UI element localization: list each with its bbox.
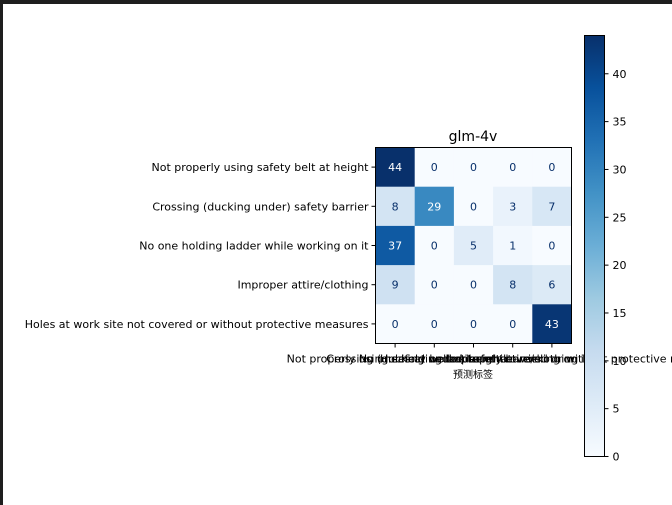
heatmap-cell — [414, 147, 455, 188]
chart-title: glm-4v — [449, 129, 498, 145]
colorbar-ticks: 0 5 10 15 20 25 30 35 40 — [604, 68, 627, 464]
heatmap-cell — [414, 304, 455, 344]
cell-value-label: 8 — [509, 279, 516, 292]
cell-value-label: 3 — [509, 200, 516, 213]
y-tick-labels: Not properly using safety belt at height… — [25, 161, 376, 331]
y-tick-label: Holes at work site not covered or withou… — [25, 318, 369, 331]
cell-value-label: 7 — [548, 200, 555, 213]
cell-value-label: 0 — [431, 318, 438, 331]
cell-value-label: 37 — [388, 240, 402, 253]
heatmap-cell — [453, 225, 494, 266]
colorbar-tick-label: 5 — [613, 403, 620, 416]
x-tick-label: Holes at work site not covered or withou… — [380, 353, 672, 366]
heatmap-cell — [532, 225, 572, 266]
cell-value-label: 0 — [470, 161, 477, 174]
cell-value-label: 8 — [392, 200, 399, 213]
heatmap-cell — [453, 147, 494, 188]
figure-window: glm-4v 44 0 0 0 0 8 29 0 3 7 37 0 5 1 0 9 0 0 8 6 0 0 0 0 43 Not… — [3, 4, 672, 505]
heatmap-cell — [453, 304, 494, 344]
colorbar-tick-label: 40 — [613, 68, 627, 81]
colorbar-tick-label: 20 — [613, 259, 627, 272]
cell-value-label: 6 — [548, 279, 555, 292]
cell-value-label: 0 — [548, 161, 555, 174]
x-tick-label: Not properly using safety belt at height — [287, 353, 505, 366]
heatmap-cell — [532, 265, 572, 305]
heatmap-cell — [375, 147, 416, 188]
heatmap-cell — [532, 186, 572, 227]
y-tick-label: Not properly using safety belt at height — [152, 161, 370, 174]
cell-value-label: 5 — [470, 240, 477, 253]
heatmap-cell — [375, 304, 416, 344]
heatmap-cell — [414, 225, 455, 266]
confusion-matrix-chart: glm-4v 44 0 0 0 08 29 0 3 737 0 5 1 09 0 0 8 60 0 0 0 43 Not… — [25, 35, 672, 464]
cell-value-label: 0 — [470, 279, 477, 292]
heatmap-cell — [493, 186, 533, 227]
colorbar-tick-label: 25 — [613, 211, 627, 224]
cell-value-label: 0 — [470, 200, 477, 213]
x-tick-label: Improper attire/clothing — [447, 353, 578, 366]
heatmap-cell — [453, 265, 494, 305]
x-tick-label: Crossing (ducking under) safety barrier — [326, 353, 543, 366]
heatmap-cell — [414, 265, 455, 305]
heatmap-cells — [375, 147, 572, 344]
colorbar-tick-label: 35 — [613, 116, 627, 129]
cell-value-label: 29 — [427, 200, 441, 213]
cell-value-label: 0 — [548, 240, 555, 253]
y-tick-label: Improper attire/clothing — [237, 279, 368, 292]
heatmap-cell — [493, 265, 533, 305]
colorbar-tick-label: 0 — [613, 451, 620, 464]
heatmap-cell — [453, 186, 494, 227]
cell-value-label: 1 — [509, 240, 516, 253]
cell-value-label: 0 — [509, 161, 516, 174]
colorbar — [584, 35, 605, 457]
cell-value-label: 0 — [509, 318, 516, 331]
colorbar-tick-label: 30 — [613, 163, 627, 176]
cell-value-label: 0 — [431, 279, 438, 292]
heatmap-cell — [493, 304, 533, 344]
heatmap-cell — [493, 147, 533, 188]
cell-value-label: 43 — [545, 318, 559, 331]
colorbar-tick-label: 15 — [613, 307, 627, 320]
heatmap-cell — [493, 225, 533, 266]
y-tick-label: No one holding ladder while working on i… — [139, 240, 369, 253]
cell-value-label: 0 — [470, 318, 477, 331]
cell-value-label: 44 — [388, 161, 402, 174]
cell-value-label: 0 — [431, 161, 438, 174]
cell-labels: 44 0 0 0 08 29 0 3 737 0 5 1 09 0 0 8 60 0 0 0 43 — [388, 161, 559, 331]
heatmap-cell — [375, 265, 416, 305]
heatmap-cell — [414, 186, 455, 227]
heatmap-cell — [532, 304, 572, 344]
cell-value-label: 0 — [392, 318, 399, 331]
colorbar-tick-label: 10 — [613, 355, 627, 368]
x-tick-label: No one holding ladder while working on i… — [359, 353, 589, 366]
heatmap-cell — [532, 147, 572, 188]
x-axis-label: 预测标签 — [453, 368, 493, 381]
y-tick-label: Crossing (ducking under) safety barrier — [152, 200, 369, 213]
heatmap-cell — [375, 186, 416, 227]
cell-value-label: 0 — [431, 240, 438, 253]
cell-value-label: 9 — [392, 279, 399, 292]
heatmap-cell — [375, 225, 416, 266]
